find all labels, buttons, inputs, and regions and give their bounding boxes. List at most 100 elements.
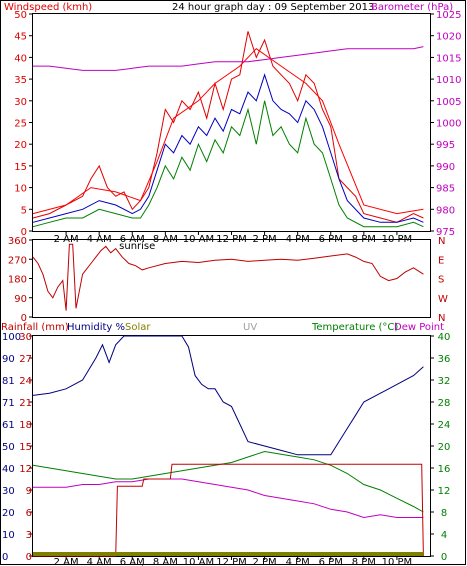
wind-tick-label: 25 (14, 119, 27, 130)
wind-tick-label: 50 (14, 10, 27, 21)
rain-tick-label: 6 (26, 508, 32, 519)
rain-tick-label: 24 (19, 376, 32, 387)
climate-x-tick-label: 8 AM (153, 557, 178, 566)
series-temperature (32, 450, 424, 513)
rain-tick-label: 3 (26, 530, 32, 541)
chart-title: 24 hour graph day : 09 September 2013 (172, 2, 374, 13)
temp-tick-label: 32 (438, 376, 451, 387)
humidity-tick-label: 0 (2, 552, 8, 563)
baro-tick-label: 985 (436, 184, 455, 195)
climate-panel-frame (32, 335, 431, 557)
baro-tick-label: 1015 (436, 53, 461, 64)
rain-tick-label: 30 (19, 332, 32, 343)
direction-chart: 0 N 90 W 180 S 270 E 360 N (8, 236, 448, 324)
climate-x-tick-label: 8 PM (352, 557, 376, 566)
wind-x-tick-label: 10 PM (382, 234, 413, 245)
temp-tick-label: 8 (441, 508, 447, 519)
dir-tick-label: 270 (8, 255, 27, 266)
baro-tick-label: 990 (436, 162, 455, 173)
series-barometer (33, 46, 424, 71)
humidity-tick-label: 100 (2, 332, 21, 343)
rain-tick-label: 27 (19, 354, 32, 365)
humidity-tick-label: 90 (2, 354, 15, 365)
climate-x-tick-label: 10 AM (183, 557, 214, 566)
windspeed-axis-label: Windspeed (kmh) (4, 2, 92, 13)
rainfall-axis-label: Rainfall (mm) (1, 322, 69, 333)
baro-tick-label: 1020 (436, 32, 461, 43)
climate-x-tick-label: 4 PM (286, 557, 310, 566)
temp-tick-label: 28 (438, 398, 451, 409)
baro-tick-label: 1010 (436, 75, 461, 86)
temp-tick-label: 16 (438, 464, 451, 475)
series-average (32, 73, 424, 223)
baro-tick-label: 980 (436, 205, 455, 216)
temp-tick-label: 12 (438, 486, 451, 497)
wind-x-tick-label: 4 AM (87, 234, 112, 245)
climate-x-tick-label: 2 AM (54, 557, 79, 566)
wind-x-tick-label: 8 AM (153, 234, 178, 245)
humidity-tick-label: 81 (2, 376, 15, 387)
uv-axis-label: UV (243, 322, 257, 333)
temp-tick-label: 20 (438, 442, 451, 453)
wind-tick-label: 30 (14, 97, 27, 108)
climate-x-tick-label: 6 AM (120, 557, 145, 566)
wind-tick-label: 15 (14, 162, 27, 173)
rain-tick-label: 18 (19, 420, 32, 431)
series-humidity (32, 335, 424, 456)
wind-x-tick-label: 8 PM (352, 234, 376, 245)
series-rainfall (33, 463, 424, 557)
wind-tick-label: 45 (14, 32, 27, 43)
wind-x-tick-label: 6 AM (120, 234, 145, 245)
wind-x-tick-label: 6 PM (319, 234, 343, 245)
series-gust (32, 31, 424, 223)
climate-x-tick-label: 12 PM (216, 557, 247, 566)
compass-tick-label: W (438, 294, 448, 305)
wind-tick-label: 5 (21, 205, 27, 216)
climate-x-tick-label: 4 AM (87, 557, 112, 566)
baro-tick-label: 1005 (436, 97, 461, 108)
series-wind_green (32, 100, 424, 228)
temp-tick-label: 40 (438, 332, 451, 343)
barometer-axis-label: Barometer (hPa) (371, 2, 453, 13)
humidity-tick-label: 71 (2, 398, 15, 409)
series-solar (33, 552, 424, 556)
humidity-tick-label: 20 (2, 508, 15, 519)
rain-tick-label: 21 (19, 398, 32, 409)
compass-tick-label: S (438, 275, 444, 286)
temp-tick-label: 36 (438, 354, 451, 365)
wind-x-tick-label: 12 PM (216, 234, 247, 245)
wind-panel-frame (32, 13, 431, 232)
wind-tick-label: 35 (14, 75, 27, 86)
wind-tick-label: 0 (21, 227, 27, 238)
series-dewpoint (33, 478, 424, 519)
rain-tick-label: 15 (19, 442, 32, 453)
humidity-tick-label: 30 (2, 486, 15, 497)
temp-tick-label: 4 (441, 530, 447, 541)
dir-tick-label: 180 (8, 275, 27, 286)
compass-tick-label: E (438, 255, 444, 266)
humidity-tick-label: 61 (2, 420, 15, 431)
compass-tick-label: N (438, 313, 445, 324)
sunrise-label: sunrise (119, 241, 155, 252)
wind-tick-label: 20 (14, 140, 27, 151)
series-direction (32, 243, 424, 311)
baro-tick-label: 975 (436, 227, 455, 238)
baro-tick-label: 995 (436, 140, 455, 151)
humidity-tick-label: 10 (2, 530, 15, 541)
climate-x-tick-label: 10 PM (382, 557, 413, 566)
humidity-tick-label: 50 (2, 442, 15, 453)
dir-tick-label: 0 (21, 313, 27, 324)
climate-x-tick-label: 6 PM (319, 557, 343, 566)
wind-x-tick-label: 2 PM (252, 234, 276, 245)
rain-tick-label: 0 (26, 552, 32, 563)
direction-panel-frame (32, 239, 431, 318)
temp-tick-label: 0 (441, 552, 447, 563)
wind-chart: 0510152025303540455097598098599099510001… (14, 10, 461, 252)
wind-x-tick-label: 10 AM (183, 234, 214, 245)
climate-chart: 0031062093012401550186121712481279030100… (2, 332, 450, 566)
wind-tick-label: 40 (14, 53, 27, 64)
wind-x-tick-label: 2 AM (54, 234, 79, 245)
wind-tick-label: 10 (14, 184, 27, 195)
dewpoint-axis-label: Dew Point (394, 322, 444, 333)
